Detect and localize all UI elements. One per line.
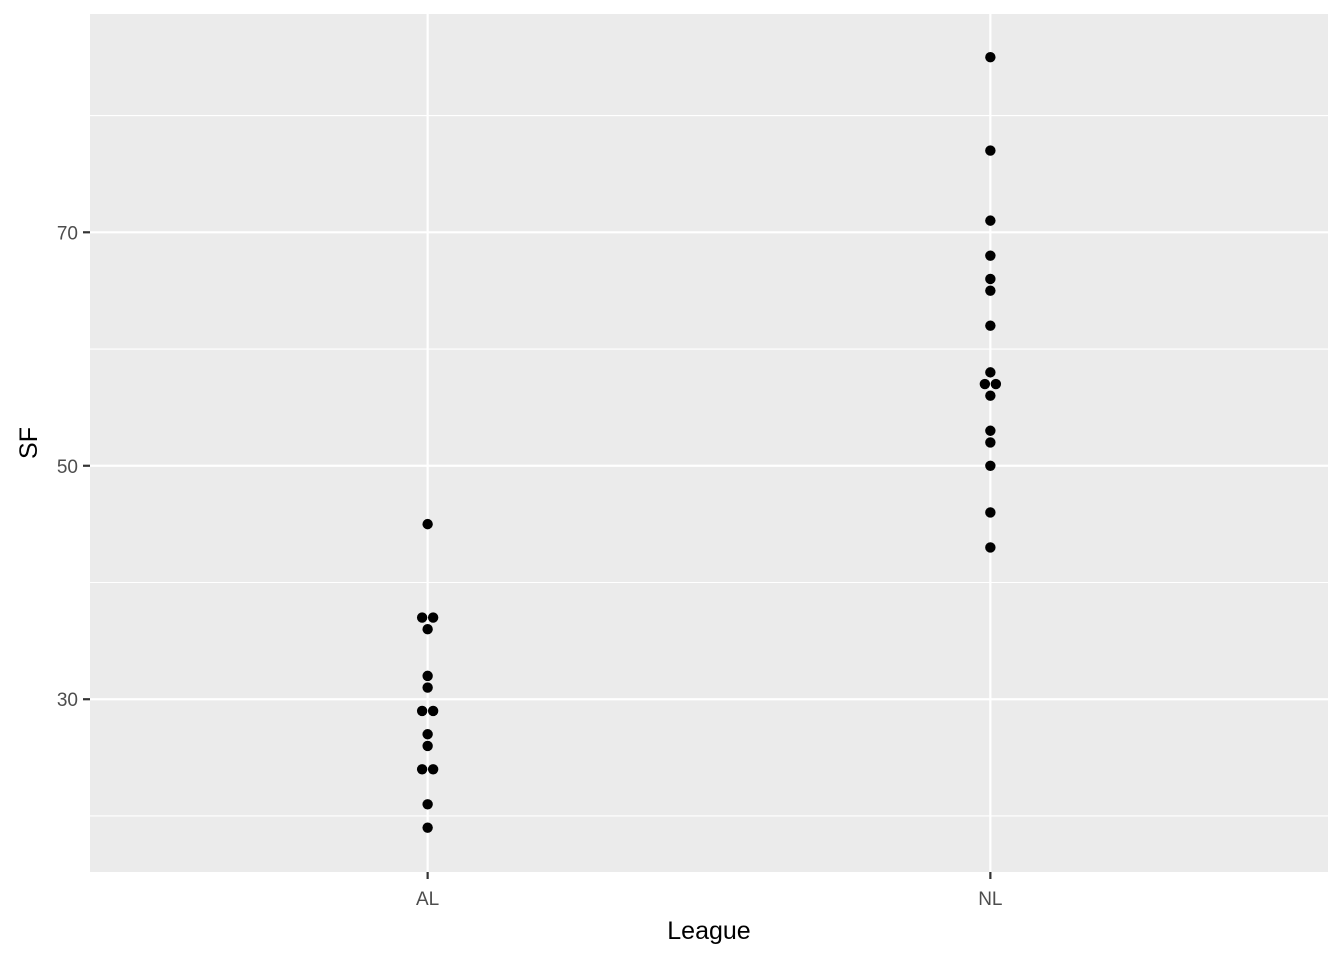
data-point <box>422 682 433 693</box>
y-axis-title: SF <box>15 427 43 459</box>
x-tick-label: NL <box>978 889 1002 910</box>
data-point <box>985 285 996 296</box>
data-point <box>985 215 996 226</box>
data-point <box>422 729 433 740</box>
data-point <box>427 764 439 775</box>
data-point <box>416 764 428 775</box>
data-points <box>416 51 1002 833</box>
data-point <box>985 320 996 331</box>
data-point <box>990 378 1002 390</box>
data-point <box>427 705 439 717</box>
y-tick-label: 50 <box>57 457 78 478</box>
data-point <box>985 437 996 448</box>
data-point <box>985 51 996 63</box>
data-point <box>985 460 996 471</box>
y-tick-label: 30 <box>57 690 78 711</box>
data-point <box>985 542 996 553</box>
data-point <box>416 705 428 717</box>
data-point <box>985 145 996 156</box>
plot-panel <box>90 14 1328 872</box>
data-point <box>427 612 439 623</box>
data-point <box>422 518 433 530</box>
data-point <box>422 623 433 635</box>
data-point <box>985 507 996 518</box>
data-point <box>422 822 433 833</box>
data-point <box>985 390 996 401</box>
data-point <box>422 670 433 682</box>
y-axis-ticks: 30 50 70 <box>57 223 90 711</box>
x-axis-title: League <box>667 917 750 945</box>
data-point <box>985 367 996 378</box>
x-tick-label: AL <box>416 889 439 910</box>
data-point <box>422 740 433 752</box>
data-point <box>985 250 996 261</box>
minor-gridlines <box>90 115 1328 817</box>
data-point <box>985 273 996 285</box>
data-point <box>416 612 428 623</box>
x-axis-ticks: AL NL <box>416 872 1003 910</box>
y-tick-label: 70 <box>57 223 78 244</box>
data-point <box>985 425 996 436</box>
data-point <box>979 378 991 390</box>
data-point <box>422 799 433 810</box>
